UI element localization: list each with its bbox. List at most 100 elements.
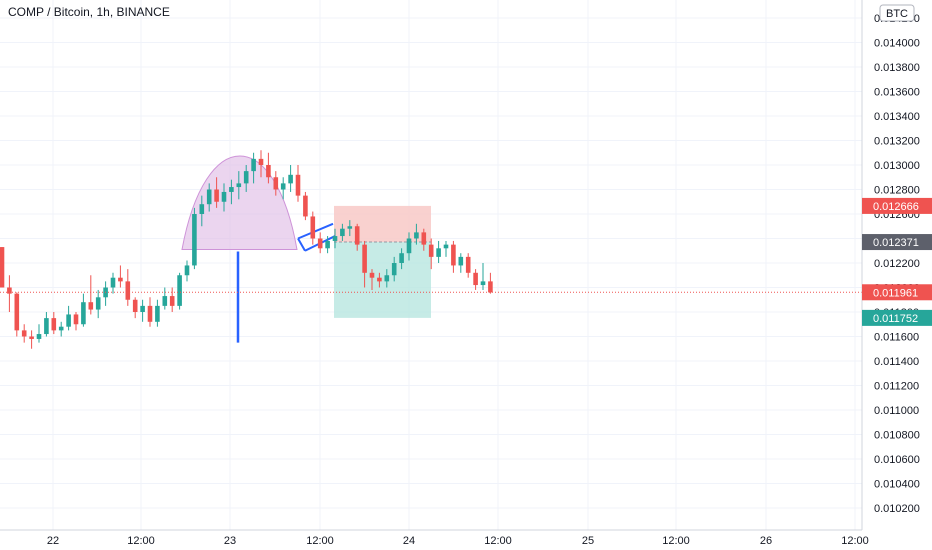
y-tick-label: 0.011000	[874, 405, 919, 417]
x-tick-label: 22	[47, 535, 59, 547]
y-tick-label: 0.012800	[874, 185, 920, 197]
candle-body	[29, 336, 34, 339]
candle-body	[332, 236, 338, 241]
candle-body	[377, 277, 382, 282]
y-tick-label: 0.011600	[874, 332, 919, 344]
candle-body	[73, 314, 79, 325]
candle-body	[221, 191, 227, 202]
candle-body	[147, 305, 153, 322]
y-tick-label: 0.013200	[874, 136, 920, 148]
y-tick-label: 0.013600	[874, 87, 920, 99]
candle-body	[473, 272, 478, 286]
candle-body	[44, 318, 49, 335]
x-tick-label: 12:00	[484, 535, 512, 547]
candle-body	[14, 293, 20, 331]
chart-title: COMP / Bitcoin, 1h, BINANCE	[8, 5, 170, 19]
price-label-text: 0.011961	[873, 287, 918, 299]
candle-body	[155, 305, 160, 322]
candle-body	[118, 277, 123, 282]
candle-body	[243, 171, 249, 184]
candle-body	[66, 314, 71, 327]
candle-body	[480, 281, 486, 286]
candle-body	[140, 305, 145, 312]
x-tick-label: 25	[582, 535, 594, 547]
candle-body	[0, 247, 5, 288]
candle-body	[310, 216, 316, 239]
x-tick-label: 12:00	[306, 535, 334, 547]
candle-body	[340, 228, 345, 237]
reward-zone	[334, 242, 431, 318]
price-label-text: 0.012666	[873, 201, 919, 213]
x-tick-label: 12:00	[841, 535, 869, 547]
candle-body	[421, 232, 427, 245]
price-label-badge: 0.012371	[862, 234, 932, 251]
candle-body	[95, 297, 101, 310]
currency-badge[interactable]: BTC	[879, 4, 915, 22]
candle-body	[58, 326, 64, 331]
pattern-drawings	[181, 155, 336, 343]
candle-body	[199, 204, 205, 214]
candle-body	[169, 296, 175, 306]
candle-body	[192, 214, 197, 266]
candle-body	[206, 189, 212, 205]
candle-body	[288, 174, 293, 184]
currency-badge-label: BTC	[886, 8, 908, 20]
candle-body	[88, 302, 94, 310]
candle-body	[21, 330, 27, 337]
price-label-badge: 0.012666	[862, 197, 932, 214]
y-tick-label: 0.011200	[874, 381, 919, 393]
position-zones	[334, 205, 431, 318]
y-tick-label: 0.012200	[874, 258, 920, 270]
candle-body	[229, 187, 234, 192]
candle-body	[273, 177, 279, 190]
y-tick-label: 0.010400	[874, 479, 920, 491]
candle-body	[347, 226, 353, 229]
candle-body	[414, 232, 419, 239]
candles	[0, 150, 493, 349]
y-tick-label: 0.010200	[874, 503, 920, 515]
rounded-top-arc	[181, 155, 298, 251]
candle-body	[362, 244, 367, 273]
x-tick-label: 23	[224, 535, 236, 547]
candle-body	[465, 256, 471, 273]
candle-body	[280, 183, 286, 190]
candle-body	[406, 238, 412, 254]
candle-body	[162, 296, 168, 306]
candle-body	[451, 244, 456, 266]
price-labels: 0.012666 0.012371 0.011961 0.011752	[862, 197, 932, 326]
candle-body	[177, 275, 182, 306]
price-label-text: 0.011752	[873, 313, 918, 325]
x-tick-label: 24	[403, 535, 415, 547]
candle-body	[391, 263, 397, 276]
y-tick-label: 0.013000	[874, 160, 920, 172]
candle-body	[258, 158, 264, 165]
price-label-badge: 0.011961	[862, 284, 932, 301]
candle-body	[51, 318, 57, 331]
candle-body	[236, 183, 242, 188]
y-tick-label: 0.013800	[874, 62, 920, 74]
candle-body	[384, 275, 390, 282]
y-tick-label: 0.014000	[874, 38, 920, 50]
x-tick-label: 12:00	[662, 535, 690, 547]
candle-body	[443, 244, 449, 249]
candle-body	[369, 272, 375, 278]
y-tick-label: 0.013400	[874, 111, 920, 123]
candle-body	[488, 281, 493, 293]
candle-body	[295, 174, 301, 196]
candle-body	[325, 240, 330, 249]
candle-body	[110, 277, 116, 288]
candle-body	[132, 299, 138, 312]
x-tick-label: 26	[760, 535, 772, 547]
candle-body	[354, 226, 360, 245]
candle-body	[36, 334, 42, 339]
y-tick-label: 0.010800	[874, 430, 920, 442]
candle-body	[399, 253, 404, 263]
candle-body	[251, 158, 256, 172]
time-axis: 22 12:00 23 12:00 24 12:00 25 12:00 26 12:00	[47, 535, 869, 547]
candle-body	[436, 248, 441, 257]
candle-body	[428, 244, 434, 257]
candle-body	[266, 165, 271, 178]
x-tick-label: 12:00	[127, 535, 155, 547]
candle-body	[125, 281, 131, 300]
